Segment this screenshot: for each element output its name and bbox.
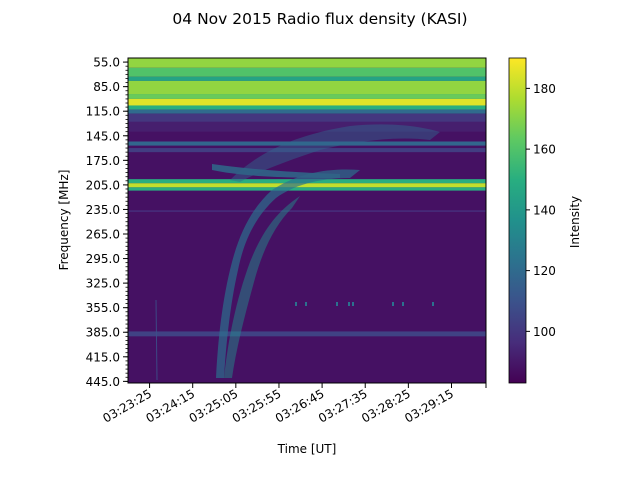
band-1 [128, 67, 486, 77]
band-3 [128, 80, 486, 95]
colorbar-label: Intensity [568, 196, 582, 248]
plot-frame [127, 57, 487, 384]
radio-burst [155, 124, 440, 381]
y-tick-label: 355.0 [86, 301, 120, 315]
band-15 [128, 210, 486, 212]
band-5 [128, 98, 486, 106]
band-10 [128, 141, 486, 146]
y-tick-label: 265.0 [86, 228, 120, 242]
colorbar-tick-label: 100 [533, 325, 556, 339]
x-tick-label: 03:29:15 [402, 386, 456, 425]
y-tick-label: 145.0 [86, 129, 120, 143]
x-axis: 03:23:2503:24:1503:25:0503:25:5503:26:45… [100, 383, 487, 426]
colorbar-tick-label: 120 [533, 264, 556, 278]
y-axis-label: Frequency [MHz] [57, 170, 71, 271]
band-4 [128, 94, 486, 99]
y-tick-label: 325.0 [86, 277, 120, 291]
y-tick-label: 175.0 [86, 154, 120, 168]
y-tick-label: 445.0 [86, 375, 120, 389]
band-2 [128, 76, 486, 81]
colorbar-tick-label: 180 [533, 82, 556, 96]
colorbar-ticks: 100 120 140 160 180 [526, 82, 556, 339]
x-axis-label: Time [UT] [277, 442, 337, 456]
y-axis: 55.0 85.0 115.0 145.0 175.0 205.0 235.0 265.0 29… [86, 56, 128, 389]
y-tick-label: 55.0 [93, 56, 120, 70]
chart-title: 04 Nov 2015 Radio flux density (KASI) [172, 10, 467, 28]
colorbar-tick-label: 140 [533, 203, 556, 217]
band-6 [128, 105, 486, 110]
band-16 [128, 331, 486, 337]
y-tick-label: 235.0 [86, 203, 120, 217]
colorbar-tick-label: 160 [533, 143, 556, 157]
interference-dots [295, 302, 434, 306]
colorbar: 100 120 140 160 180 Intensity [508, 57, 582, 384]
plot-area [128, 58, 486, 383]
y-tick-label: 115.0 [86, 105, 120, 119]
band-14 [128, 187, 486, 191]
band-7 [128, 109, 486, 114]
band-0 [128, 58, 486, 68]
y-tick-label: 205.0 [86, 178, 120, 192]
band-8 [128, 113, 486, 122]
y-tick-label: 85.0 [93, 80, 120, 94]
y-tick-label: 415.0 [86, 350, 120, 364]
band-11 [128, 148, 486, 153]
y-tick-label: 295.0 [86, 252, 120, 266]
colorbar-gradient [508, 57, 527, 384]
y-tick-label: 385.0 [86, 326, 120, 340]
band-9 [128, 121, 486, 132]
band-13 [128, 183, 486, 188]
